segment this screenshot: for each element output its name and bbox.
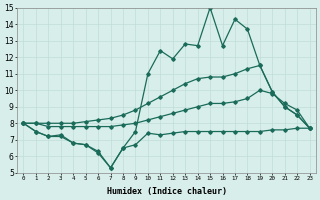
X-axis label: Humidex (Indice chaleur): Humidex (Indice chaleur) (107, 187, 227, 196)
